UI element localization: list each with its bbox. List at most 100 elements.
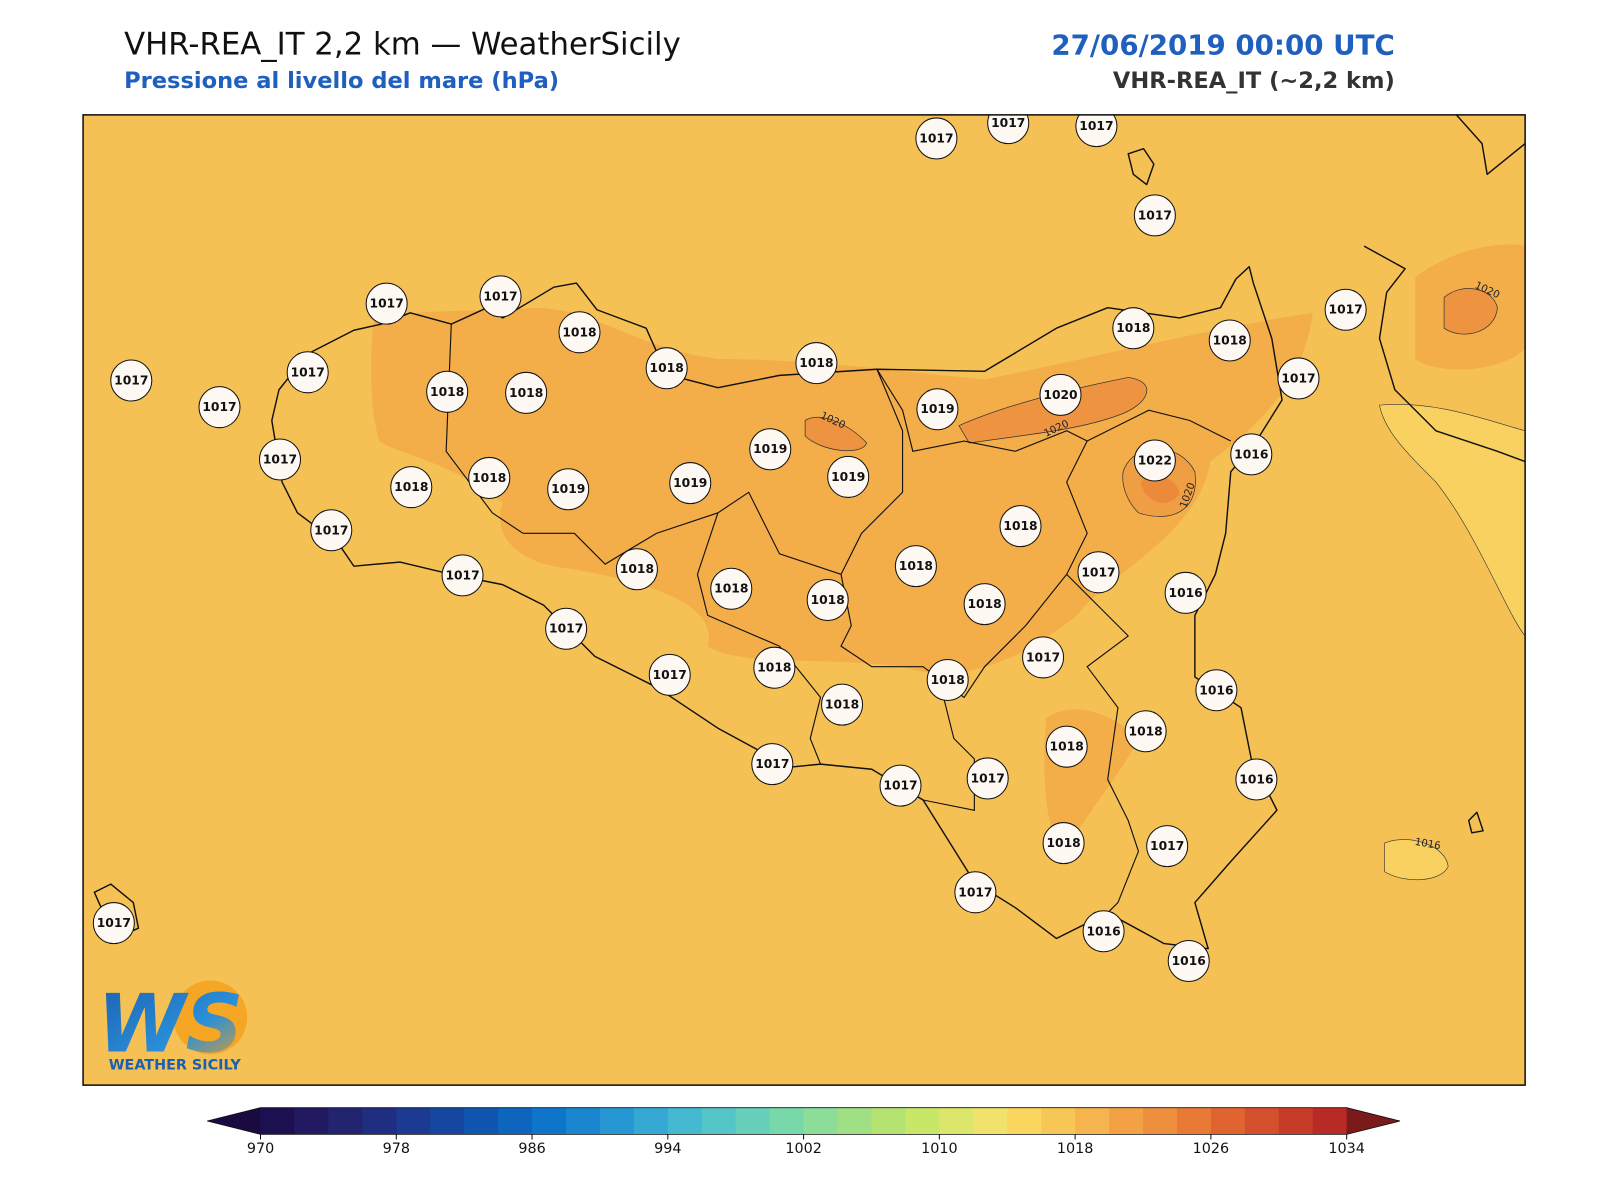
station: 1018 bbox=[821, 683, 864, 726]
station: 1018 bbox=[926, 658, 969, 702]
stations: 1017 1017 1017 1017 1017 1017 1018 1018 1018 1018… bbox=[92, 114, 1367, 983]
station-value: 1017 bbox=[549, 622, 583, 636]
station: 1018 bbox=[795, 342, 838, 385]
colorbar-box bbox=[328, 1107, 363, 1135]
station-value: 1017 bbox=[919, 131, 953, 145]
station: 1017 bbox=[110, 359, 153, 402]
station: 1019 bbox=[547, 468, 590, 511]
colorbar-box bbox=[803, 1107, 839, 1135]
colorbar-box bbox=[565, 1107, 601, 1135]
coastline bbox=[1363, 245, 1526, 463]
station-marker bbox=[1235, 758, 1278, 801]
station-marker bbox=[558, 311, 601, 354]
station: 1017 bbox=[258, 438, 302, 481]
colorbar-tick-label: 1034 bbox=[1328, 1141, 1365, 1157]
station-marker bbox=[547, 468, 590, 511]
station: 1017 bbox=[310, 509, 353, 552]
station-value: 1016 bbox=[1172, 954, 1206, 968]
station-marker bbox=[749, 428, 792, 471]
map-frame bbox=[82, 114, 1526, 1086]
station: 1017 bbox=[441, 554, 484, 597]
colorbar-box bbox=[464, 1107, 499, 1135]
station-marker bbox=[1167, 940, 1210, 983]
field-peak bbox=[1443, 288, 1498, 335]
station-marker bbox=[999, 505, 1042, 548]
station-value: 1019 bbox=[551, 482, 585, 496]
station-value: 1018 bbox=[1003, 519, 1037, 533]
station-value: 1017 bbox=[958, 885, 992, 899]
field-low bbox=[1384, 839, 1449, 881]
station-marker bbox=[821, 683, 864, 726]
station-value: 1018 bbox=[757, 661, 791, 675]
station-marker bbox=[1112, 307, 1155, 350]
colorbar-box bbox=[1278, 1107, 1314, 1135]
station-value: 1018 bbox=[1116, 321, 1150, 335]
station: 1017 bbox=[1133, 194, 1176, 237]
station-marker bbox=[286, 351, 329, 394]
province-border bbox=[445, 324, 1088, 699]
station-marker bbox=[1042, 822, 1085, 865]
station-marker bbox=[954, 871, 997, 914]
station: 1018 bbox=[645, 347, 688, 390]
colorbar-box bbox=[430, 1107, 465, 1135]
station-value: 1017 bbox=[370, 297, 404, 311]
station-value: 1017 bbox=[445, 568, 479, 582]
station-value: 1017 bbox=[114, 374, 148, 388]
station-value: 1018 bbox=[430, 385, 464, 399]
station-marker bbox=[390, 466, 433, 509]
station: 1016 bbox=[1164, 571, 1207, 614]
station-marker bbox=[505, 371, 548, 414]
station: 1017 bbox=[1075, 114, 1118, 148]
station-value: 1017 bbox=[1329, 303, 1363, 317]
field-low bbox=[1379, 404, 1526, 637]
colorbar-tick-label: 1010 bbox=[921, 1141, 958, 1157]
station: 1017 bbox=[545, 607, 588, 650]
colorbar-box bbox=[1210, 1107, 1246, 1135]
station-value: 1018 bbox=[394, 480, 428, 494]
station-marker bbox=[710, 567, 753, 610]
station-value: 1018 bbox=[1213, 334, 1247, 348]
colorbar-box bbox=[498, 1107, 533, 1135]
station-value: 1019 bbox=[920, 402, 954, 416]
colorbar-box bbox=[260, 1107, 295, 1135]
title: VHR-REA_IT 2,2 km — WeatherSicily bbox=[124, 26, 681, 62]
province-border bbox=[696, 369, 1232, 914]
colorbar-box bbox=[1143, 1107, 1178, 1135]
station-marker bbox=[963, 583, 1006, 626]
station: 1017 bbox=[479, 275, 522, 318]
station: 1017 bbox=[966, 757, 1009, 800]
colorbar-box bbox=[769, 1107, 805, 1135]
station-value: 1017 bbox=[653, 668, 687, 682]
station: 1016 bbox=[1167, 940, 1210, 983]
station-value: 1017 bbox=[1079, 119, 1113, 133]
colorbar-tick-label: 986 bbox=[518, 1141, 545, 1157]
station: 1020 bbox=[1039, 373, 1082, 416]
station-value: 1018 bbox=[825, 698, 859, 712]
station: 1017 bbox=[365, 282, 408, 325]
station-marker bbox=[915, 117, 958, 160]
station-marker bbox=[926, 658, 969, 702]
station-marker bbox=[987, 114, 1030, 145]
station-marker bbox=[198, 386, 241, 429]
station-value: 1017 bbox=[314, 523, 348, 537]
station: 1018 bbox=[468, 456, 511, 499]
station: 1018 bbox=[390, 466, 433, 509]
station-marker bbox=[894, 545, 937, 588]
station-value: 1018 bbox=[799, 356, 833, 370]
station-value: 1018 bbox=[650, 361, 684, 375]
colorbar-box bbox=[871, 1107, 906, 1135]
station: 1019 bbox=[669, 462, 712, 505]
colorbar-box bbox=[905, 1107, 940, 1135]
logo-sun bbox=[173, 980, 248, 1055]
station-marker bbox=[426, 370, 469, 413]
station: 1018 bbox=[505, 371, 548, 414]
station-marker bbox=[1164, 571, 1207, 614]
logo-name: WEATHER SICILY bbox=[109, 1058, 242, 1074]
logo-mark: WS bbox=[97, 977, 243, 1070]
station: 1018 bbox=[1112, 307, 1155, 350]
station-marker bbox=[1022, 636, 1065, 679]
station-marker bbox=[441, 554, 484, 597]
station: 1017 bbox=[1077, 551, 1120, 594]
colorbar-tick-label: 1018 bbox=[1057, 1141, 1094, 1157]
